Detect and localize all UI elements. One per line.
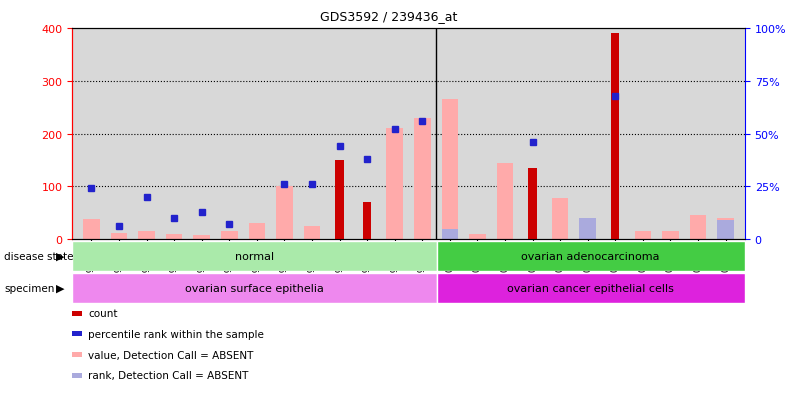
Bar xyxy=(579,218,596,240)
Text: percentile rank within the sample: percentile rank within the sample xyxy=(88,329,264,339)
Text: ▶: ▶ xyxy=(55,252,64,261)
Bar xyxy=(611,34,619,240)
Bar xyxy=(441,229,458,240)
Bar xyxy=(166,234,183,240)
Bar xyxy=(414,119,431,240)
Bar xyxy=(193,235,210,240)
Bar xyxy=(336,161,344,240)
Text: count: count xyxy=(88,309,118,318)
Bar xyxy=(469,234,485,240)
Bar xyxy=(72,273,437,303)
Bar xyxy=(72,242,437,271)
Text: value, Detection Call = ABSENT: value, Detection Call = ABSENT xyxy=(88,350,253,360)
Text: ovarian adenocarcinoma: ovarian adenocarcinoma xyxy=(521,252,660,261)
Bar xyxy=(248,224,265,240)
Bar xyxy=(690,216,706,240)
Bar xyxy=(221,232,238,240)
Text: GDS3592 / 239436_at: GDS3592 / 239436_at xyxy=(320,10,458,23)
Bar xyxy=(634,232,651,240)
Bar xyxy=(276,187,292,240)
Bar xyxy=(386,129,403,240)
Bar xyxy=(718,221,734,240)
Text: ovarian cancer epithelial cells: ovarian cancer epithelial cells xyxy=(507,283,674,293)
Bar xyxy=(437,273,745,303)
Text: ▶: ▶ xyxy=(55,283,64,293)
Bar xyxy=(579,226,596,240)
Text: normal: normal xyxy=(235,252,274,261)
Bar xyxy=(111,233,127,240)
Text: specimen: specimen xyxy=(4,283,54,293)
Bar xyxy=(139,232,155,240)
Bar xyxy=(437,242,745,271)
Text: disease state: disease state xyxy=(4,252,74,261)
Bar xyxy=(552,199,569,240)
Bar xyxy=(441,100,458,240)
Bar xyxy=(662,232,678,240)
Text: ovarian surface epithelia: ovarian surface epithelia xyxy=(185,283,324,293)
Bar xyxy=(718,218,734,240)
Bar xyxy=(497,163,513,240)
Bar xyxy=(83,220,99,240)
Text: rank, Detection Call = ABSENT: rank, Detection Call = ABSENT xyxy=(88,370,248,380)
Bar xyxy=(529,169,537,240)
Bar xyxy=(304,226,320,240)
Bar xyxy=(363,203,372,240)
